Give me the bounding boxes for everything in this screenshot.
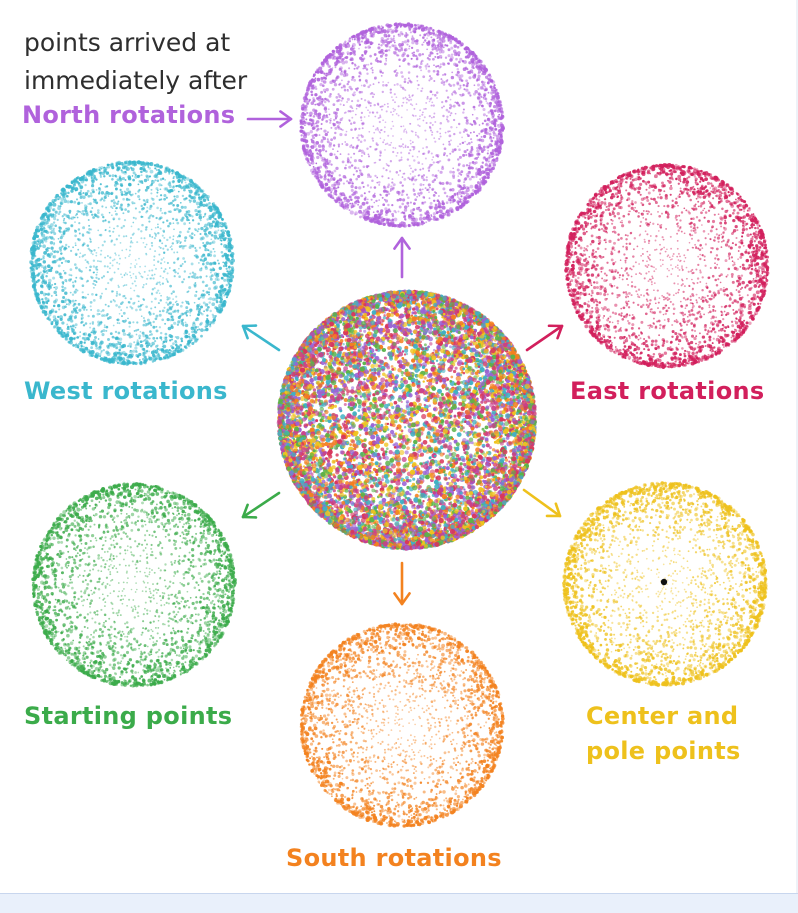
east-rotations-label: East rotations (570, 374, 764, 408)
center-pole-label-line-1: Center and (586, 699, 738, 733)
starting-points-sphere (31, 482, 237, 688)
center-pole-label-line-2: pole points (586, 734, 741, 768)
intro-caption: points arrived at immediately after (24, 24, 247, 100)
arrow-north-label (246, 110, 293, 128)
south-rotations-sphere (299, 622, 505, 828)
arrow-west (241, 324, 281, 352)
arrow-starting (241, 491, 281, 519)
combined-sphere (276, 289, 537, 551)
west-rotations-sphere (29, 160, 235, 366)
west-rotations-label: West rotations (24, 374, 228, 408)
intro-line-1: points arrived at (24, 24, 247, 62)
arrow-north (393, 236, 411, 279)
frame-edge (796, 0, 798, 893)
east-rotations-sphere (564, 162, 770, 369)
starting-points-label: Starting points (24, 699, 232, 733)
north-rotations-label: North rotations (22, 98, 235, 132)
intro-line-2: immediately after (24, 62, 247, 100)
pole-point-marker (660, 578, 668, 586)
center-pole-points-sphere (562, 481, 768, 687)
bottom-bar (0, 893, 798, 913)
arrow-pole (522, 488, 562, 518)
south-rotations-label: South rotations (286, 841, 502, 875)
arrow-south (393, 561, 411, 606)
north-rotations-sphere (299, 22, 505, 228)
arrow-east (525, 324, 564, 352)
